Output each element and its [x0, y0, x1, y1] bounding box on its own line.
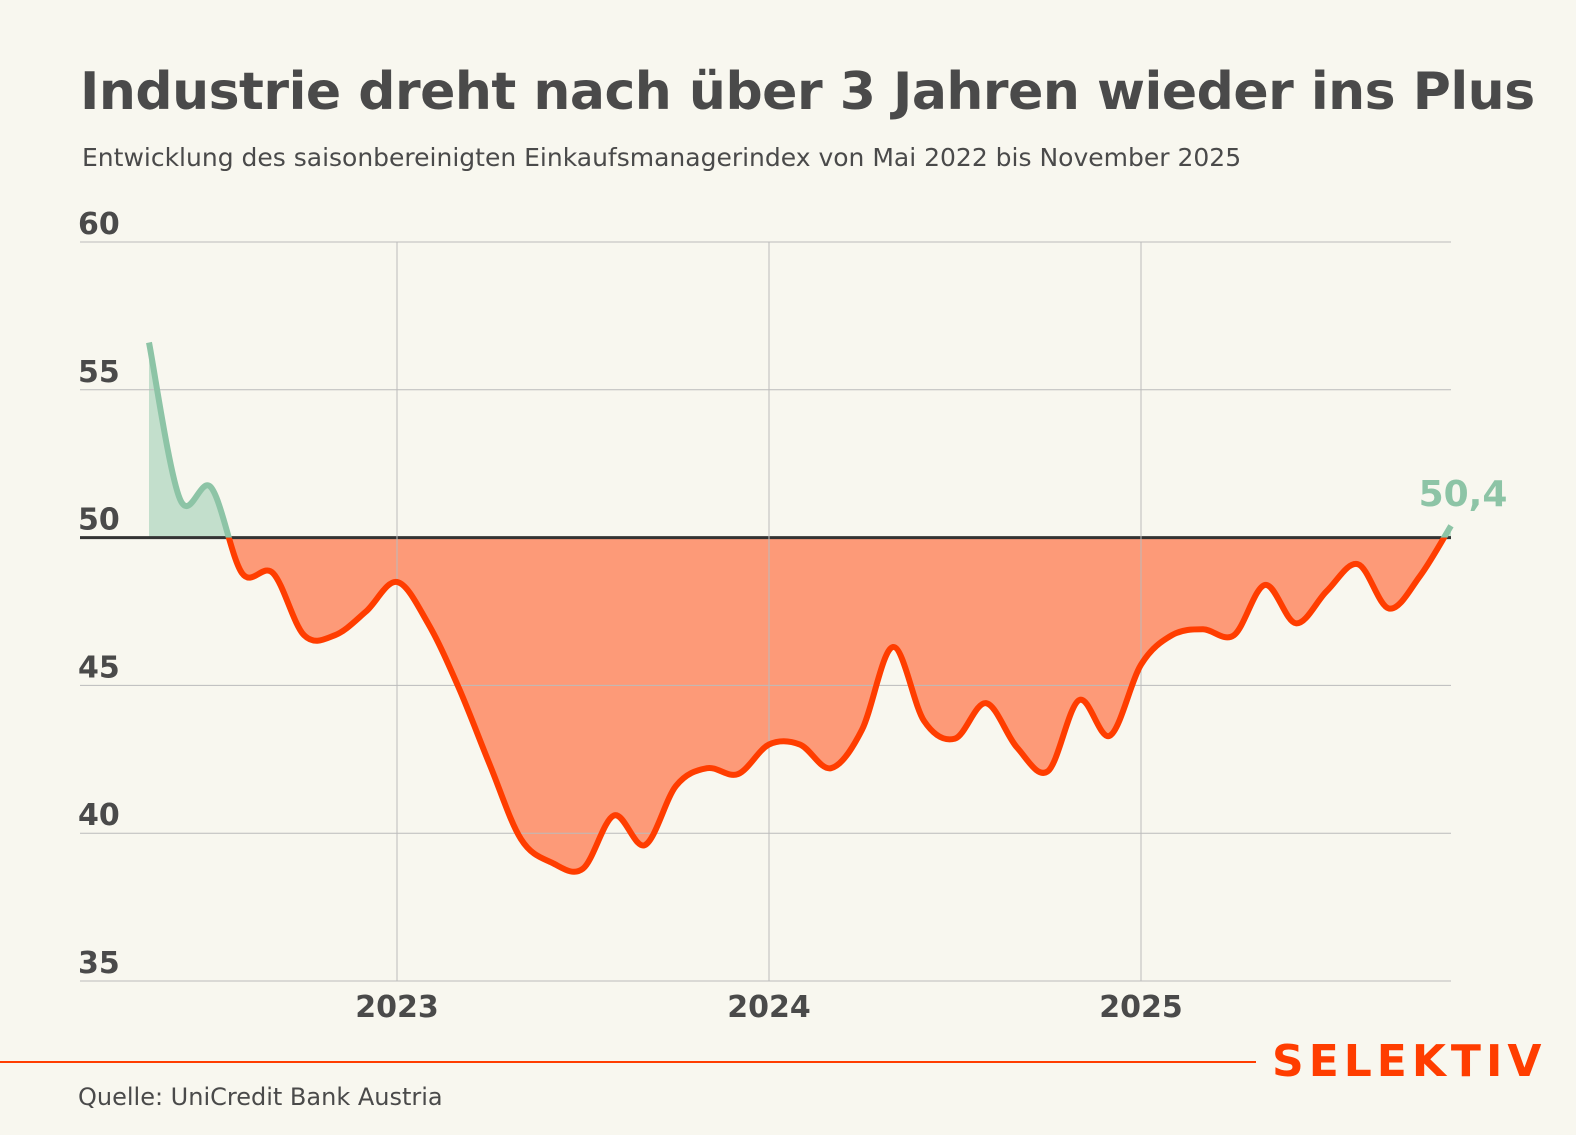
y-tick-label: 60 — [78, 207, 120, 242]
data-label-last: 50,4 — [1419, 474, 1508, 515]
y-tick-label: 55 — [78, 355, 120, 390]
x-tick-label: 2025 — [1099, 990, 1183, 1025]
y-tick-label: 50 — [78, 503, 120, 538]
selektiv-logo: SELEKTIV — [1272, 1036, 1547, 1087]
series-line-below — [225, 537, 1448, 875]
chart-subtitle: Entwicklung des saisonbereinigten Einkau… — [82, 143, 1242, 172]
source-note: Quelle: UniCredit Bank Austria — [78, 1083, 443, 1111]
area-below-50 — [149, 537, 1451, 872]
chart-title: Industrie dreht nach über 3 Jahren wiede… — [80, 62, 1535, 122]
divider — [0, 1061, 1256, 1063]
y-tick-label: 45 — [78, 650, 120, 685]
x-tick-label: 2024 — [727, 990, 811, 1025]
y-tick-label: 40 — [78, 798, 120, 833]
y-tick-label: 35 — [78, 946, 120, 981]
x-tick-label: 2023 — [355, 990, 439, 1025]
chart-plot: 35 40 45 50 55 60 2023 2024 2025 50,4 — [78, 207, 1508, 1025]
